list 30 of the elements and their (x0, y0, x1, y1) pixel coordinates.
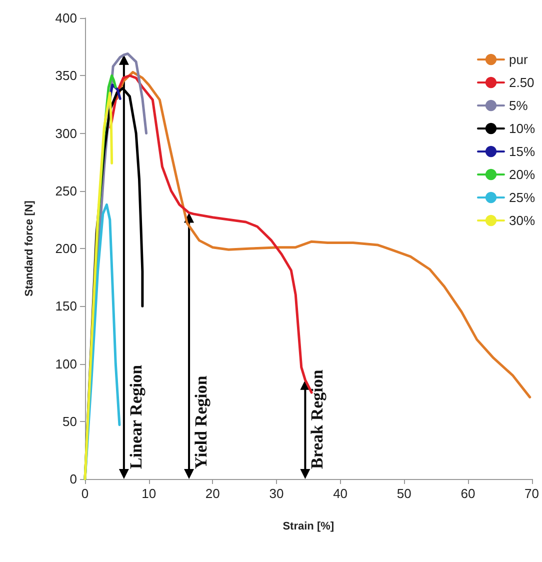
annotation: Yield Region (192, 375, 211, 469)
legend-label: 30% (508, 213, 536, 228)
y-tick-label: 300 (55, 126, 77, 141)
legend-label: 25% (508, 190, 536, 205)
x-axis-title: Strain [%] (282, 520, 334, 532)
legend-label: 5% (508, 98, 528, 113)
x-tick-label: 30 (269, 486, 284, 501)
y-tick-label: 100 (55, 356, 77, 372)
y-axis-title: Standard force [N] (24, 200, 36, 296)
legend-label: 15% (508, 144, 536, 159)
y-tick-label: 350 (55, 68, 77, 84)
annotation: Linear Region (126, 364, 146, 469)
x-tick-label: 70 (524, 486, 540, 501)
x-tick-label: 0 (81, 486, 89, 501)
y-tick-label: 250 (55, 183, 77, 198)
legend-label: 2.50 (508, 75, 534, 90)
y-tick-label: 50 (62, 414, 77, 429)
x-tick-label: 10 (142, 486, 156, 501)
y-tick-label: 0 (70, 472, 77, 486)
x-tick-label: 60 (460, 486, 476, 501)
legend-label: 20% (508, 167, 536, 182)
y-tick-label: 150 (55, 298, 77, 314)
x-tick-label: 40 (333, 486, 348, 501)
legend-label: pur (508, 52, 528, 67)
y-tick-label: 400 (55, 10, 77, 26)
annotation: Break Region (308, 369, 327, 469)
x-tick-label: 20 (205, 486, 220, 501)
x-tick-label: 50 (396, 486, 412, 501)
legend-label: 10% (508, 121, 536, 136)
y-tick-label: 200 (55, 241, 77, 256)
